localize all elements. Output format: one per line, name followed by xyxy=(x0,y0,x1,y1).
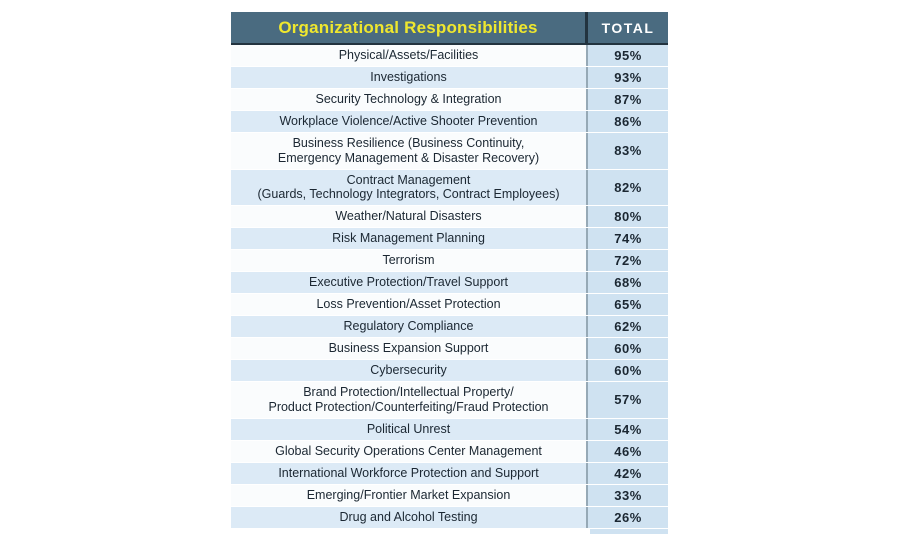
total-value: 83% xyxy=(588,133,668,169)
table-row: Contract Management (Guards, Technology … xyxy=(231,169,668,206)
responsibility-label: Brand Protection/Intellectual Property/ … xyxy=(231,382,588,418)
table-footer xyxy=(231,528,668,534)
table-row: Regulatory Compliance 62% xyxy=(231,316,668,338)
table-row: Emerging/Frontier Market Expansion 33% xyxy=(231,484,668,507)
table-row: Brand Protection/Intellectual Property/ … xyxy=(231,382,668,419)
responsibility-label: Cybersecurity xyxy=(231,360,588,381)
responsibility-label: Investigations xyxy=(231,67,588,88)
responsibility-label: Business Expansion Support xyxy=(231,338,588,359)
total-value: 54% xyxy=(588,418,668,440)
total-value: 86% xyxy=(588,111,668,132)
responsibility-label: Global Security Operations Center Manage… xyxy=(231,440,588,462)
total-column-footer xyxy=(590,528,668,534)
responsibility-label: Weather/Natural Disasters xyxy=(231,206,588,227)
responsibility-label: Executive Protection/Travel Support xyxy=(231,272,588,293)
table-header-row: Organizational Responsibilities TOTAL xyxy=(231,12,668,45)
table-row: Political Unrest 54% xyxy=(231,418,668,441)
total-value: 68% xyxy=(588,272,668,293)
total-value: 62% xyxy=(588,316,668,337)
table-title: Organizational Responsibilities xyxy=(231,12,588,43)
responsibility-label: Regulatory Compliance xyxy=(231,316,588,337)
total-value: 93% xyxy=(588,67,668,88)
responsibility-label: Loss Prevention/Asset Protection xyxy=(231,294,588,315)
total-value: 46% xyxy=(588,440,668,462)
total-value: 74% xyxy=(588,228,668,249)
table-row: Global Security Operations Center Manage… xyxy=(231,440,668,463)
responsibilities-table: Organizational Responsibilities TOTAL Ph… xyxy=(231,12,668,534)
responsibility-label: Risk Management Planning xyxy=(231,228,588,249)
table-row: Risk Management Planning 74% xyxy=(231,228,668,250)
responsibility-label: Security Technology & Integration xyxy=(231,89,588,110)
total-value: 65% xyxy=(588,294,668,315)
table-row: Weather/Natural Disasters 80% xyxy=(231,206,668,228)
table-row: Investigations 93% xyxy=(231,67,668,89)
table-row: Physical/Assets/Facilities 95% xyxy=(231,45,668,67)
table-row: Security Technology & Integration 87% xyxy=(231,89,668,111)
total-value: 60% xyxy=(588,338,668,359)
table-row: Business Expansion Support 60% xyxy=(231,338,668,360)
footer-spacer xyxy=(231,529,590,534)
total-value: 57% xyxy=(588,382,668,418)
table-row: Drug and Alcohol Testing 26% xyxy=(231,506,668,529)
total-column-header: TOTAL xyxy=(601,19,655,36)
responsibility-label: Drug and Alcohol Testing xyxy=(231,506,588,528)
total-value: 42% xyxy=(588,462,668,484)
total-value: 72% xyxy=(588,250,668,271)
total-value: 95% xyxy=(588,45,668,66)
total-value: 87% xyxy=(588,89,668,110)
responsibility-label: Business Resilience (Business Continuity… xyxy=(231,133,588,169)
table-row: International Workforce Protection and S… xyxy=(231,462,668,485)
table-row: Cybersecurity 60% xyxy=(231,360,668,382)
total-value: 60% xyxy=(588,360,668,381)
table-body: Physical/Assets/Facilities 95% Investiga… xyxy=(231,45,668,529)
responsibility-label: International Workforce Protection and S… xyxy=(231,462,588,484)
responsibility-label: Political Unrest xyxy=(231,418,588,440)
table-row: Workplace Violence/Active Shooter Preven… xyxy=(231,111,668,133)
responsibility-label: Terrorism xyxy=(231,250,588,271)
total-value: 33% xyxy=(588,484,668,506)
total-value: 26% xyxy=(588,506,668,528)
responsibility-label: Emerging/Frontier Market Expansion xyxy=(231,484,588,506)
total-value: 82% xyxy=(588,169,668,205)
table-row: Terrorism 72% xyxy=(231,250,668,272)
table-row: Executive Protection/Travel Support 68% xyxy=(231,272,668,294)
responsibility-label: Physical/Assets/Facilities xyxy=(231,45,588,66)
table-row: Loss Prevention/Asset Protection 65% xyxy=(231,294,668,316)
total-value: 80% xyxy=(588,206,668,227)
responsibility-label: Contract Management (Guards, Technology … xyxy=(231,169,588,205)
table-row: Business Resilience (Business Continuity… xyxy=(231,133,668,170)
responsibility-label: Workplace Violence/Active Shooter Preven… xyxy=(231,111,588,132)
